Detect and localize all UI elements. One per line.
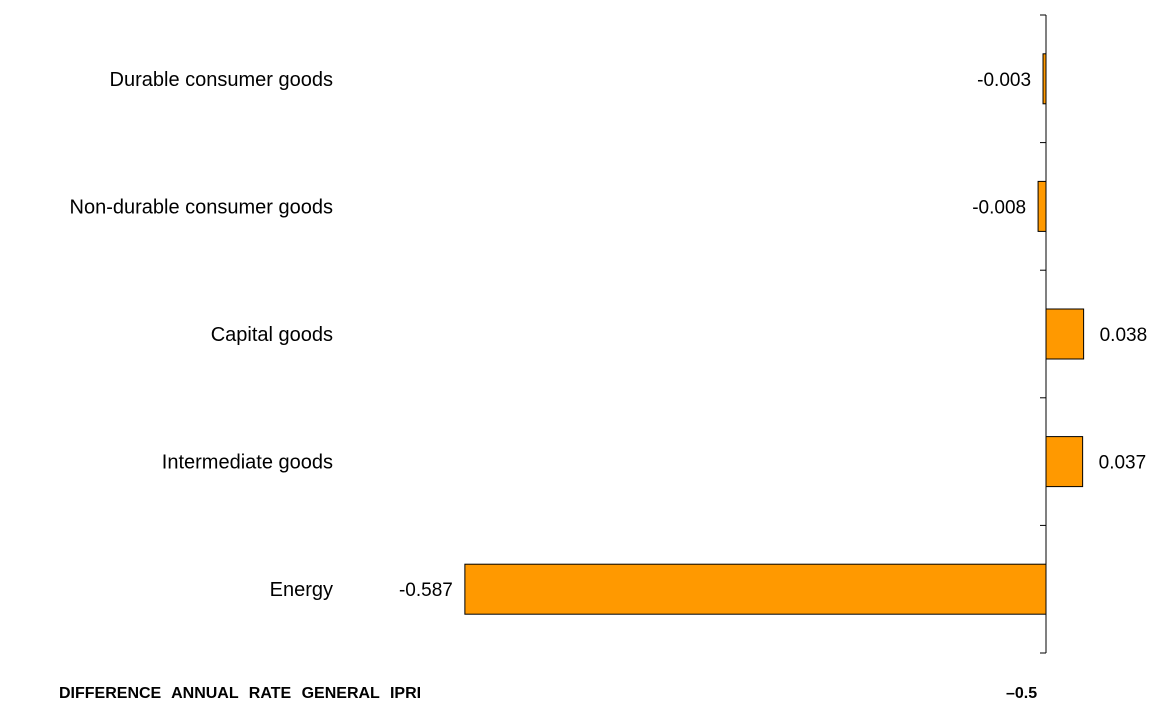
category-label-durable-consumer-goods: Durable consumer goods	[110, 69, 333, 91]
category-label-capital-goods: Capital goods	[211, 324, 333, 346]
chart-footer-total: –0.5	[1006, 685, 1038, 702]
value-label-capital-goods: 0.038	[1100, 325, 1148, 346]
bar-non-durable-consumer-goods	[1037, 180, 1047, 232]
value-label-durable-consumer-goods: -0.003	[977, 70, 1031, 91]
bars-layer	[464, 53, 1085, 615]
value-label-energy: -0.587	[399, 580, 453, 601]
bar-capital-goods	[1045, 308, 1085, 360]
category-label-intermediate-goods: Intermediate goods	[162, 452, 333, 474]
bar-energy	[464, 563, 1047, 615]
category-label-energy: Energy	[270, 579, 333, 601]
value-label-non-durable-consumer-goods: -0.008	[972, 197, 1026, 218]
chart-footer-title: DIFFERENCE ANNUAL RATE GENERAL IPRI	[59, 685, 422, 702]
value-label-intermediate-goods: 0.037	[1099, 453, 1147, 474]
category-axis	[1040, 14, 1047, 654]
category-label-non-durable-consumer-goods: Non-durable consumer goods	[70, 196, 334, 218]
bar-intermediate-goods	[1045, 436, 1084, 488]
labels-layer: Durable consumer goods -0.003 Non-durable …	[70, 69, 1148, 601]
